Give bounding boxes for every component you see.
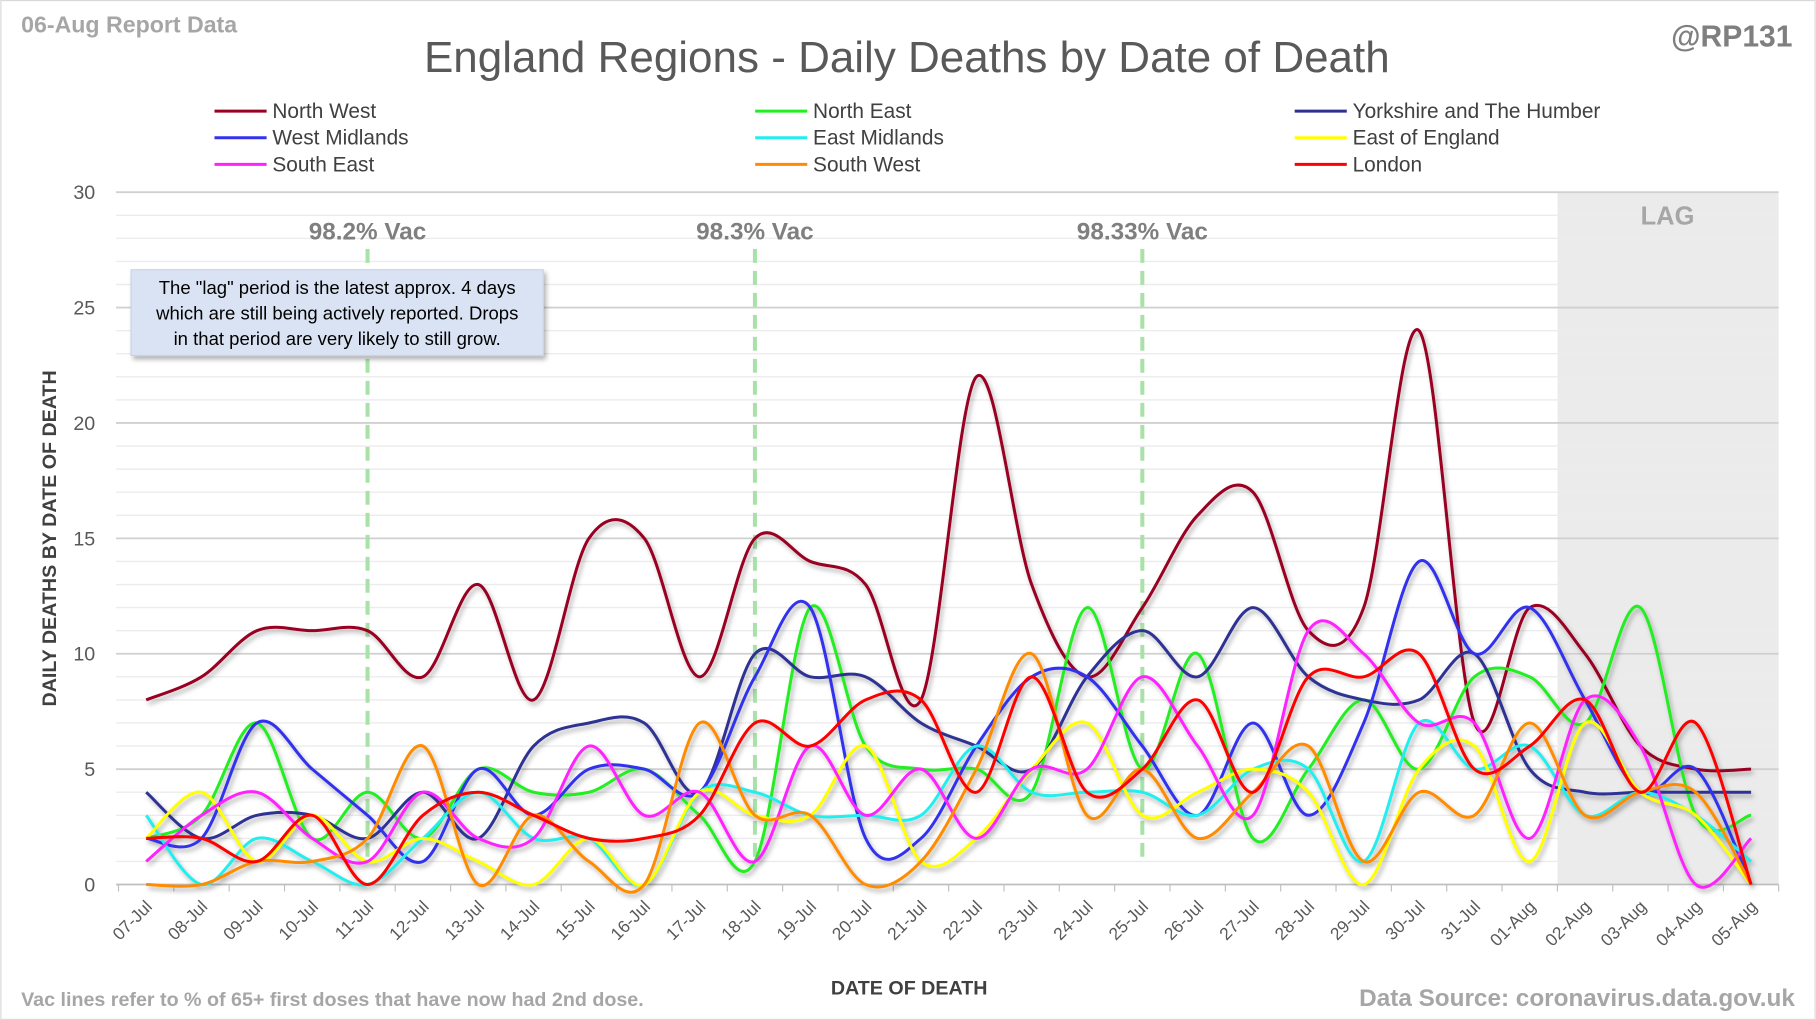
- legend: North West North East Yorkshire and The Hu…: [214, 100, 1600, 176]
- series-line-south-east: [145, 619, 1753, 889]
- author-handle: @RP131: [1671, 20, 1792, 53]
- series-line-east-of-england: [145, 720, 1753, 887]
- series-line-london: [146, 648, 1753, 887]
- lag-label: LAG: [1641, 203, 1695, 231]
- annotation-line-1: The "lag" period is the latest approx. 4…: [159, 277, 516, 298]
- y-tick-label: 0: [84, 874, 95, 896]
- chart-title: England Regions - Daily Deaths by Date o…: [424, 33, 1390, 82]
- gridlines: [116, 191, 1780, 892]
- annotation-line-3: in that period are very likely to still …: [174, 328, 501, 349]
- footer-note: Vac lines refer to % of 65+ first doses …: [21, 989, 644, 1011]
- x-axis-title: DATE OF DEATH: [831, 978, 988, 1000]
- legend-label: Yorkshire and The Humber: [1353, 100, 1601, 123]
- legend-label: North East: [813, 100, 912, 123]
- legend-label: West Midlands: [272, 127, 408, 150]
- vac-label: 98.2% Vac: [309, 219, 427, 246]
- y-tick-label: 10: [73, 644, 95, 666]
- y-tick-label: 15: [73, 528, 95, 550]
- series-line-west-midlands: [145, 559, 1753, 886]
- series-line-north-west: [145, 328, 1752, 773]
- y-axis-title: DAILY DEATHS BY DATE OF DEATH: [39, 370, 61, 706]
- y-tick-label: 5: [84, 759, 95, 781]
- annotation-line-2: which are still being actively reported.…: [155, 303, 518, 324]
- lag-annotation: The "lag" period is the latest approx. 4…: [130, 269, 544, 357]
- legend-label: South West: [813, 153, 920, 176]
- y-tick-labels: 0 5 10 15 20 25 30: [73, 182, 95, 896]
- legend-label: South East: [272, 153, 374, 176]
- y-tick-label: 30: [73, 182, 95, 204]
- data-source: Data Source: coronavirus.data.gov.uk: [1359, 985, 1795, 1012]
- vac-label: 98.33% Vac: [1077, 219, 1208, 246]
- legend-label: East of England: [1353, 127, 1500, 150]
- report-date-label: 06-Aug Report Data: [21, 11, 238, 37]
- y-tick-label: 25: [73, 298, 95, 320]
- y-tick-label: 20: [73, 413, 95, 435]
- legend-label: North West: [272, 100, 376, 123]
- legend-label: East Midlands: [813, 127, 944, 150]
- series-lines: [144, 328, 1753, 894]
- series-line-south-west: [146, 652, 1753, 894]
- legend-label: London: [1353, 153, 1423, 176]
- vac-label: 98.3% Vac: [696, 219, 814, 246]
